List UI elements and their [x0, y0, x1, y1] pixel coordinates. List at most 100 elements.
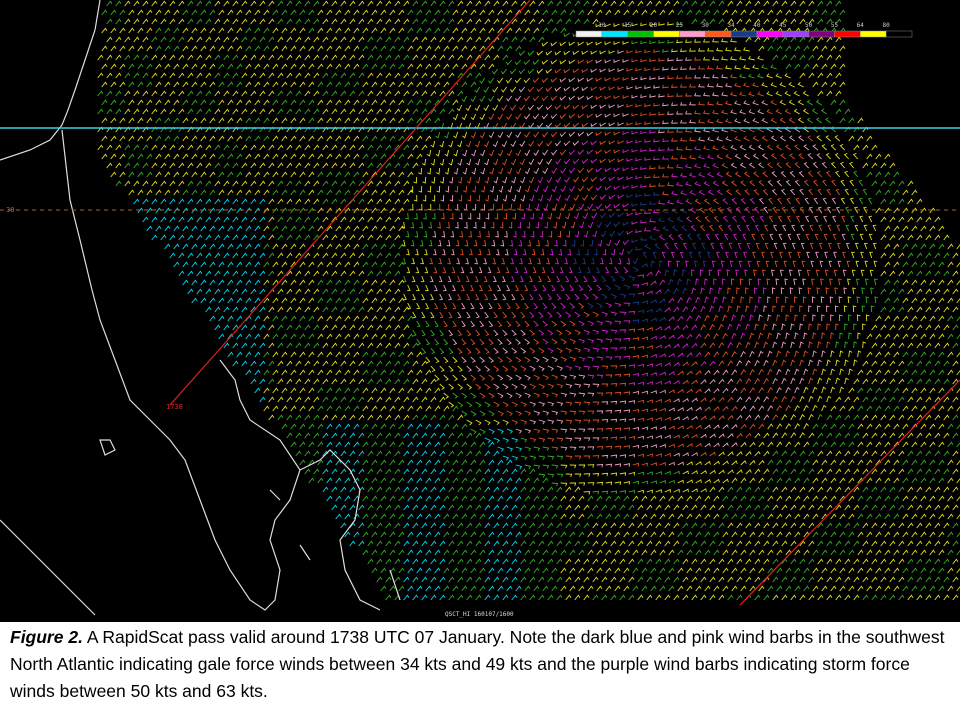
wind-barb	[925, 468, 932, 475]
wind-barb	[698, 119, 705, 124]
wind-barb	[605, 302, 613, 308]
wind-barb	[317, 243, 324, 250]
wind-barb	[763, 305, 768, 313]
wind-barb	[547, 522, 554, 529]
wind-barb	[826, 540, 833, 547]
wind-barb	[590, 50, 597, 55]
wind-barb	[494, 212, 499, 220]
wind-barb	[673, 287, 679, 295]
wind-barb	[272, 171, 279, 178]
wind-barb	[872, 224, 877, 232]
wind-barb	[934, 216, 941, 223]
wind-barb	[862, 468, 869, 475]
wind-barb	[691, 18, 698, 25]
wind-barb	[893, 333, 900, 340]
wind-barb	[520, 293, 525, 301]
wind-barb	[443, 27, 450, 34]
wind-barb	[754, 486, 761, 493]
wind-barb	[277, 72, 284, 79]
wind-barb	[376, 414, 383, 421]
wind-barb	[423, 230, 428, 238]
wind-barb	[146, 99, 153, 106]
wind-barb	[495, 248, 500, 256]
wind-barb	[430, 36, 437, 43]
wind-barb	[595, 113, 602, 118]
wind-barb	[623, 391, 631, 395]
wind-barb	[326, 27, 333, 34]
wind-barb	[452, 284, 456, 292]
wind-barb	[209, 243, 216, 250]
wind-barb	[430, 329, 435, 337]
wind-barb	[223, 270, 230, 277]
wind-barb	[943, 522, 950, 529]
wind-barb	[677, 513, 684, 520]
wind-barb	[353, 369, 360, 376]
wind-barb	[353, 207, 360, 214]
wind-barb	[668, 443, 675, 448]
wind-barb	[241, 54, 248, 61]
wind-barb	[418, 167, 423, 175]
wind-barb	[529, 365, 536, 372]
wind-barb	[836, 224, 841, 232]
wind-barb	[394, 54, 401, 61]
wind-barb	[902, 477, 909, 484]
wind-barb	[862, 188, 868, 196]
wind-barb	[443, 374, 449, 381]
wind-barb	[817, 206, 823, 214]
wind-barb	[947, 441, 954, 448]
wind-barb	[335, 477, 342, 484]
wind-barb	[731, 405, 738, 412]
wind-barb	[286, 306, 293, 313]
wind-barb	[880, 414, 887, 421]
wind-barb	[587, 302, 594, 309]
wind-barb	[668, 513, 675, 520]
wind-barb	[385, 306, 392, 313]
wind-barb	[650, 260, 656, 268]
wind-barb	[682, 324, 689, 331]
wind-barb	[703, 163, 710, 169]
wind-barb	[578, 464, 586, 468]
wind-barb	[418, 185, 423, 193]
wind-barb	[272, 45, 279, 52]
wind-barb	[416, 320, 421, 328]
wind-barb	[658, 75, 665, 80]
wind-barb	[416, 9, 423, 16]
wind-barb	[907, 450, 914, 457]
wind-barb	[178, 0, 185, 7]
wind-barb	[263, 171, 270, 178]
wind-barb	[389, 549, 396, 556]
wind-barb	[664, 540, 671, 547]
wind-barb	[853, 540, 860, 547]
wind-barb	[133, 162, 140, 169]
wind-barb	[871, 486, 878, 493]
wind-barb	[640, 76, 647, 81]
wind-barb	[268, 252, 275, 259]
wind-barb	[826, 522, 833, 529]
wind-barb	[862, 378, 869, 385]
wind-barb	[549, 248, 554, 256]
wind-barb	[875, 531, 882, 538]
wind-barb	[453, 149, 459, 157]
wind-barb	[817, 395, 823, 403]
wind-barb	[489, 167, 495, 175]
wind-barb	[523, 266, 528, 274]
wind-barb	[533, 513, 540, 520]
wind-barb	[101, 63, 108, 70]
wind-barb	[385, 288, 392, 295]
wind-barb	[808, 341, 813, 349]
wind-barb	[416, 135, 423, 142]
wind-barb	[839, 144, 846, 151]
wind-barb	[268, 360, 275, 367]
wind-barb	[462, 149, 468, 157]
wind-barb	[313, 216, 320, 223]
wind-barb	[403, 360, 410, 367]
wind-barb	[493, 365, 500, 372]
wind-barb	[493, 383, 500, 390]
wind-barb	[250, 198, 257, 205]
wind-barb	[596, 463, 604, 468]
wind-barb	[664, 380, 671, 385]
wind-barb	[398, 549, 405, 556]
wind-barb	[533, 495, 540, 502]
wind-barb	[889, 198, 896, 205]
wind-barb	[304, 306, 311, 313]
